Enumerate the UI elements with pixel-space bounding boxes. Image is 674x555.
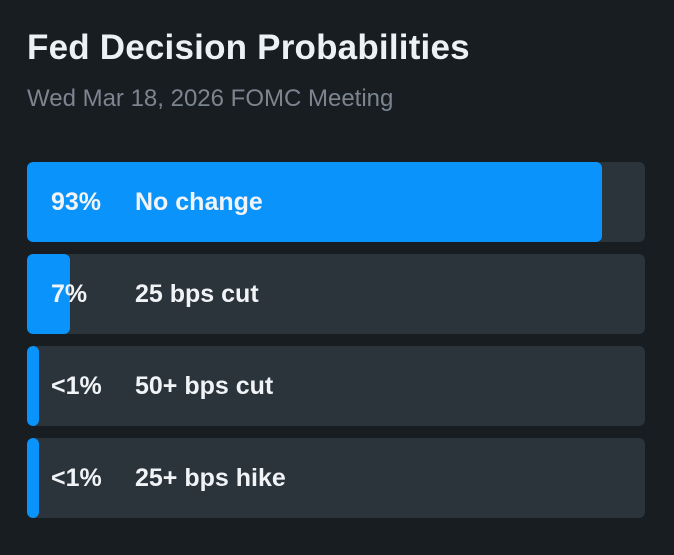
probability-percent: 7% <box>51 280 88 308</box>
page-title: Fed Decision Probabilities <box>27 28 470 67</box>
option-label: No change <box>135 188 263 216</box>
option-label: 25+ bps hike <box>135 464 286 492</box>
probability-percent: <1% <box>51 464 102 492</box>
meeting-subtitle: Wed Mar 18, 2026 FOMC Meeting <box>27 85 394 112</box>
option-25-bps-cut[interactable]: 7% 25 bps cut <box>27 254 645 334</box>
probability-bar-fill <box>27 254 70 334</box>
option-label: 25 bps cut <box>135 280 259 308</box>
option-25-bps-hike[interactable]: <1% 25+ bps hike <box>27 438 645 518</box>
option-no-change[interactable]: 93% No change <box>27 162 645 242</box>
probability-bar-fill <box>27 346 39 426</box>
probability-percent: 93% <box>51 188 102 216</box>
option-label: 50+ bps cut <box>135 372 274 400</box>
option-50-bps-cut[interactable]: <1% 50+ bps cut <box>27 346 645 426</box>
probability-bar-fill <box>27 438 39 518</box>
probability-percent: <1% <box>51 372 102 400</box>
probability-bar-fill <box>27 162 602 242</box>
options-list: 93% No change 7% 25 bps cut <1% 50+ bps … <box>27 162 645 530</box>
